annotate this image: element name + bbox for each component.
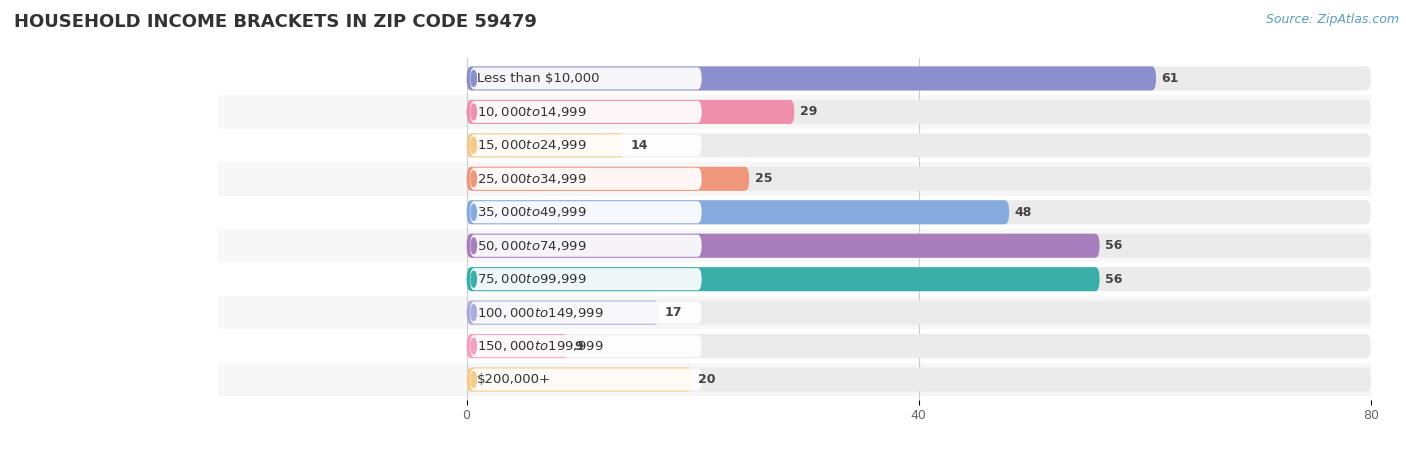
Bar	[218, 95, 1371, 128]
Text: 29: 29	[800, 106, 817, 119]
Circle shape	[471, 104, 477, 120]
FancyBboxPatch shape	[467, 200, 1010, 224]
FancyBboxPatch shape	[470, 302, 702, 324]
Text: $200,000+: $200,000+	[477, 373, 551, 386]
Text: $75,000 to $99,999: $75,000 to $99,999	[477, 272, 586, 286]
FancyBboxPatch shape	[467, 233, 1371, 258]
Bar	[218, 263, 1371, 296]
Bar	[218, 229, 1371, 263]
Text: 9: 9	[574, 339, 582, 352]
FancyBboxPatch shape	[467, 133, 624, 158]
Text: 48: 48	[1015, 206, 1032, 219]
Text: $25,000 to $34,999: $25,000 to $34,999	[477, 172, 586, 186]
Bar	[218, 128, 1371, 162]
FancyBboxPatch shape	[470, 101, 702, 123]
FancyBboxPatch shape	[467, 133, 1371, 158]
FancyBboxPatch shape	[470, 268, 702, 290]
FancyBboxPatch shape	[467, 367, 693, 392]
Text: $15,000 to $24,999: $15,000 to $24,999	[477, 138, 586, 152]
Text: 14: 14	[630, 139, 648, 152]
FancyBboxPatch shape	[470, 369, 702, 391]
FancyBboxPatch shape	[470, 235, 702, 257]
FancyBboxPatch shape	[467, 334, 1371, 358]
Text: $35,000 to $49,999: $35,000 to $49,999	[477, 205, 586, 219]
Circle shape	[471, 372, 477, 387]
Text: 20: 20	[699, 373, 716, 386]
FancyBboxPatch shape	[467, 367, 1371, 392]
FancyBboxPatch shape	[470, 201, 702, 223]
Text: Less than $10,000: Less than $10,000	[477, 72, 599, 85]
Text: Source: ZipAtlas.com: Source: ZipAtlas.com	[1265, 13, 1399, 26]
Bar	[218, 330, 1371, 363]
Circle shape	[471, 137, 477, 153]
FancyBboxPatch shape	[467, 167, 749, 191]
FancyBboxPatch shape	[467, 233, 1099, 258]
FancyBboxPatch shape	[467, 300, 1371, 325]
FancyBboxPatch shape	[467, 66, 1156, 91]
FancyBboxPatch shape	[470, 67, 702, 89]
Text: $50,000 to $74,999: $50,000 to $74,999	[477, 239, 586, 253]
Circle shape	[471, 204, 477, 220]
Circle shape	[471, 271, 477, 287]
Bar	[218, 195, 1371, 229]
Bar	[218, 296, 1371, 330]
FancyBboxPatch shape	[470, 168, 702, 190]
Text: 56: 56	[1105, 273, 1122, 286]
Bar	[218, 363, 1371, 396]
FancyBboxPatch shape	[467, 267, 1371, 291]
FancyBboxPatch shape	[467, 100, 794, 124]
Circle shape	[471, 70, 477, 86]
FancyBboxPatch shape	[467, 300, 659, 325]
FancyBboxPatch shape	[470, 335, 702, 357]
Text: 56: 56	[1105, 239, 1122, 252]
FancyBboxPatch shape	[467, 267, 1099, 291]
Bar	[218, 162, 1371, 195]
FancyBboxPatch shape	[467, 167, 1371, 191]
FancyBboxPatch shape	[467, 200, 1371, 224]
FancyBboxPatch shape	[467, 66, 1371, 91]
Circle shape	[471, 171, 477, 187]
Circle shape	[471, 305, 477, 321]
Text: 17: 17	[665, 306, 682, 319]
FancyBboxPatch shape	[470, 134, 702, 156]
Circle shape	[471, 238, 477, 254]
Text: 25: 25	[755, 172, 772, 185]
Text: $150,000 to $199,999: $150,000 to $199,999	[477, 339, 603, 353]
Text: 61: 61	[1161, 72, 1180, 85]
FancyBboxPatch shape	[467, 100, 1371, 124]
Text: $100,000 to $149,999: $100,000 to $149,999	[477, 306, 603, 320]
FancyBboxPatch shape	[467, 334, 568, 358]
Circle shape	[471, 338, 477, 354]
Text: HOUSEHOLD INCOME BRACKETS IN ZIP CODE 59479: HOUSEHOLD INCOME BRACKETS IN ZIP CODE 59…	[14, 13, 537, 31]
Bar	[218, 62, 1371, 95]
Text: $10,000 to $14,999: $10,000 to $14,999	[477, 105, 586, 119]
